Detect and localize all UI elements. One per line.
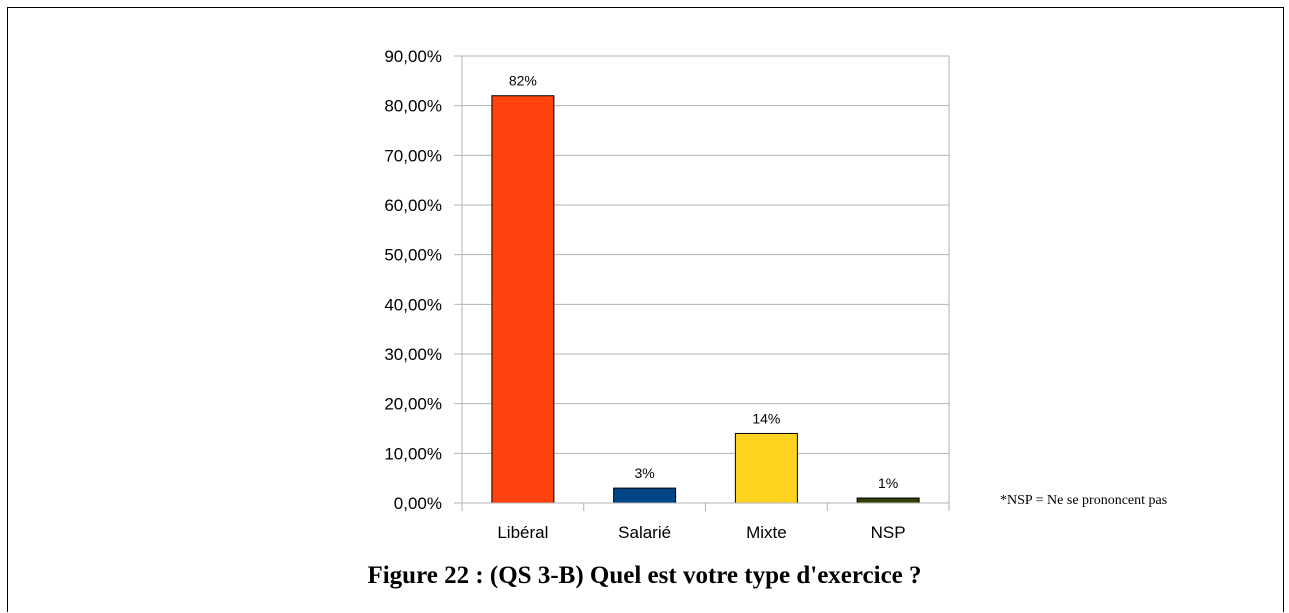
- bar: [491, 95, 555, 504]
- bar: [856, 497, 920, 504]
- figure-caption: Figure 22 : (QS 3-B) Quel est votre type…: [367, 562, 922, 589]
- nsp-note: *NSP = Ne se prononcent pas: [1000, 493, 1168, 508]
- x-tick-label: NSP: [871, 523, 906, 542]
- y-tick-label: 90,00%: [384, 47, 442, 66]
- y-tick-label: 0,00%: [394, 494, 442, 513]
- y-tick-label: 50,00%: [384, 246, 442, 265]
- data-label: 3%: [635, 465, 655, 481]
- bar: [613, 487, 677, 504]
- bars: [491, 95, 920, 504]
- y-axis-ticks: 0,00% 10,00% 20,00% 30,00% 40,00% 50,00% 60,00…: [384, 47, 462, 513]
- axes: [461, 56, 950, 504]
- x-tick-label: Mixte: [746, 523, 787, 542]
- data-labels: 82% 3% 14% 1%: [509, 73, 898, 491]
- bar-chart: 0,00% 10,00% 20,00% 30,00% 40,00% 50,00% 60,00…: [384, 47, 950, 542]
- data-label: 1%: [878, 475, 898, 491]
- bar: [734, 432, 798, 504]
- y-tick-label: 60,00%: [384, 196, 442, 215]
- y-tick-label: 80,00%: [384, 97, 442, 116]
- data-label: 14%: [752, 410, 780, 426]
- y-tick-label: 70,00%: [384, 146, 442, 165]
- data-label: 82%: [509, 73, 537, 89]
- y-tick-label: 40,00%: [384, 295, 442, 314]
- y-tick-label: 10,00%: [384, 444, 442, 463]
- x-tick-label: Salarié: [618, 523, 671, 542]
- x-tick-label: Libéral: [497, 523, 548, 542]
- figure-frame: [7, 7, 1284, 612]
- y-tick-label: 30,00%: [384, 345, 442, 364]
- x-axis-ticks: Libéral Salarié Mixte NSP: [461, 503, 950, 542]
- y-tick-label: 20,00%: [384, 395, 442, 414]
